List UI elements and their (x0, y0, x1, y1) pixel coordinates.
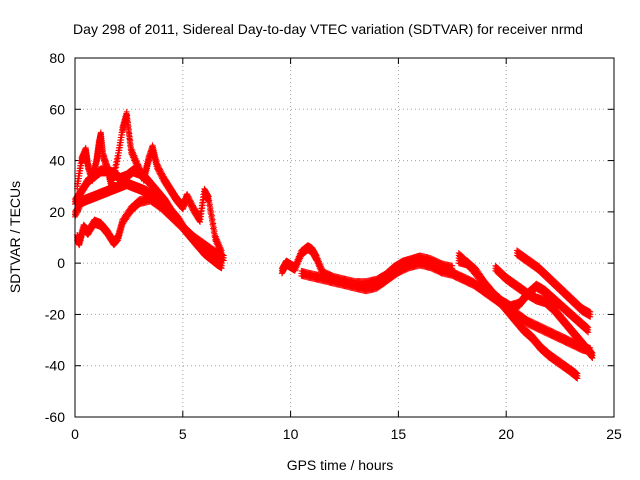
chart-title: Day 298 of 2011, Sidereal Day-to-day VTE… (73, 21, 583, 37)
y-tick-label: 40 (49, 153, 65, 169)
x-tick-label: 10 (283, 426, 299, 442)
y-tick-label: -20 (45, 306, 65, 322)
data-points (72, 109, 595, 382)
y-tick-label: 0 (57, 255, 65, 271)
x-tick-label: 25 (606, 426, 622, 442)
y-tick-label: -40 (45, 358, 65, 374)
x-tick-label: 5 (179, 426, 187, 442)
y-tick-label: 80 (49, 50, 65, 66)
grid-lines (75, 58, 614, 417)
sdtvar-scatter-chart: Day 298 of 2011, Sidereal Day-to-day VTE… (0, 0, 640, 480)
x-tick-label: 15 (391, 426, 407, 442)
y-tick-label: 60 (49, 101, 65, 117)
x-tick-label: 0 (71, 426, 79, 442)
x-tick-label: 20 (498, 426, 514, 442)
y-tick-label: -60 (45, 409, 65, 425)
y-tick-label: 20 (49, 204, 65, 220)
